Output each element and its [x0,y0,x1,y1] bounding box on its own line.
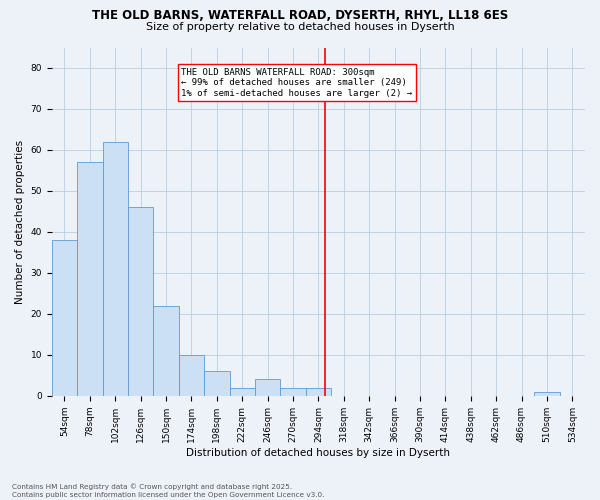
X-axis label: Distribution of detached houses by size in Dyserth: Distribution of detached houses by size … [187,448,451,458]
Bar [280,388,305,396]
Bar [77,162,103,396]
Bar [103,142,128,396]
Bar [305,388,331,396]
Bar [52,240,77,396]
Bar [230,388,255,396]
Text: Size of property relative to detached houses in Dyserth: Size of property relative to detached ho… [146,22,454,32]
Text: Contains HM Land Registry data © Crown copyright and database right 2025.
Contai: Contains HM Land Registry data © Crown c… [12,484,325,498]
Y-axis label: Number of detached properties: Number of detached properties [15,140,25,304]
Bar [154,306,179,396]
Bar [128,208,154,396]
Bar [204,372,230,396]
Bar [534,392,560,396]
Text: THE OLD BARNS WATERFALL ROAD: 300sqm
← 99% of detached houses are smaller (249)
: THE OLD BARNS WATERFALL ROAD: 300sqm ← 9… [181,68,412,98]
Text: THE OLD BARNS, WATERFALL ROAD, DYSERTH, RHYL, LL18 6ES: THE OLD BARNS, WATERFALL ROAD, DYSERTH, … [92,9,508,22]
Bar [255,380,280,396]
Bar [179,355,204,396]
